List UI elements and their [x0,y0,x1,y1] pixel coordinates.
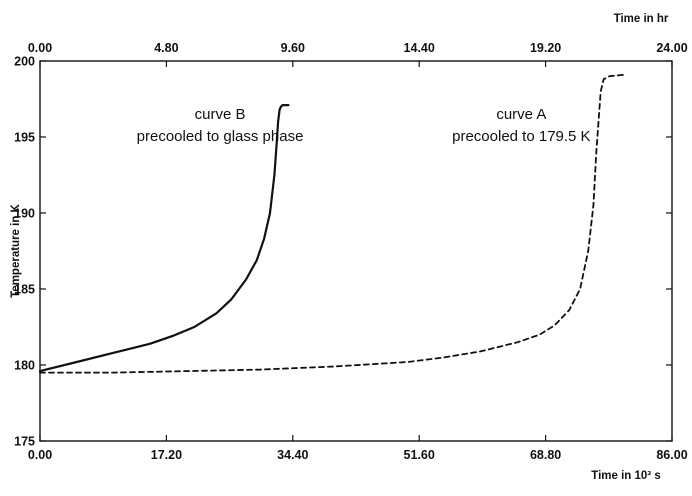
x-axis-title: Time in 10³ s [591,470,660,482]
x-tick-label: 17.20 [151,448,182,462]
x2-tick-label: 4.80 [154,41,178,55]
x-tick-label: 34.40 [277,448,308,462]
x-tick-label: 0.00 [28,448,52,462]
curve-annotation: curve A [496,106,546,123]
x-tick-label: 86.00 [656,448,687,462]
y-tick-label: 200 [14,55,35,69]
y-tick-label: 195 [14,131,35,145]
y-axis-title: Temperature in K [10,203,22,297]
x2-tick-label: 24.00 [656,41,687,55]
series-line-curve-b [38,103,290,373]
curve-annotation: precooled to 179.5 K [452,128,590,145]
y-tick-label: 180 [14,359,35,373]
x2-tick-label: 19.20 [530,41,561,55]
ticks-group [39,60,673,442]
x-tick-label: 51.60 [404,448,435,462]
y-tick-label: 185 [14,283,35,297]
series-line-curve-a [39,73,626,374]
curve-annotation: precooled to glass phase [137,128,304,145]
series-group [38,73,626,374]
x2-axis-title: Time in hr [614,13,669,25]
plot-frame [39,60,673,442]
y-tick-label: 190 [14,207,35,221]
x2-tick-label: 9.60 [281,41,305,55]
y-tick-label: 175 [14,435,35,449]
x-tick-label: 68.80 [530,448,561,462]
curve-annotation: curve B [195,106,246,123]
x2-tick-label: 14.40 [404,41,435,55]
labels-group: 0.00 17.20 34.40 51.60 68.80 86.00 0.00 4.80 9.6… [10,13,688,482]
x2-tick-label: 0.00 [28,41,52,55]
